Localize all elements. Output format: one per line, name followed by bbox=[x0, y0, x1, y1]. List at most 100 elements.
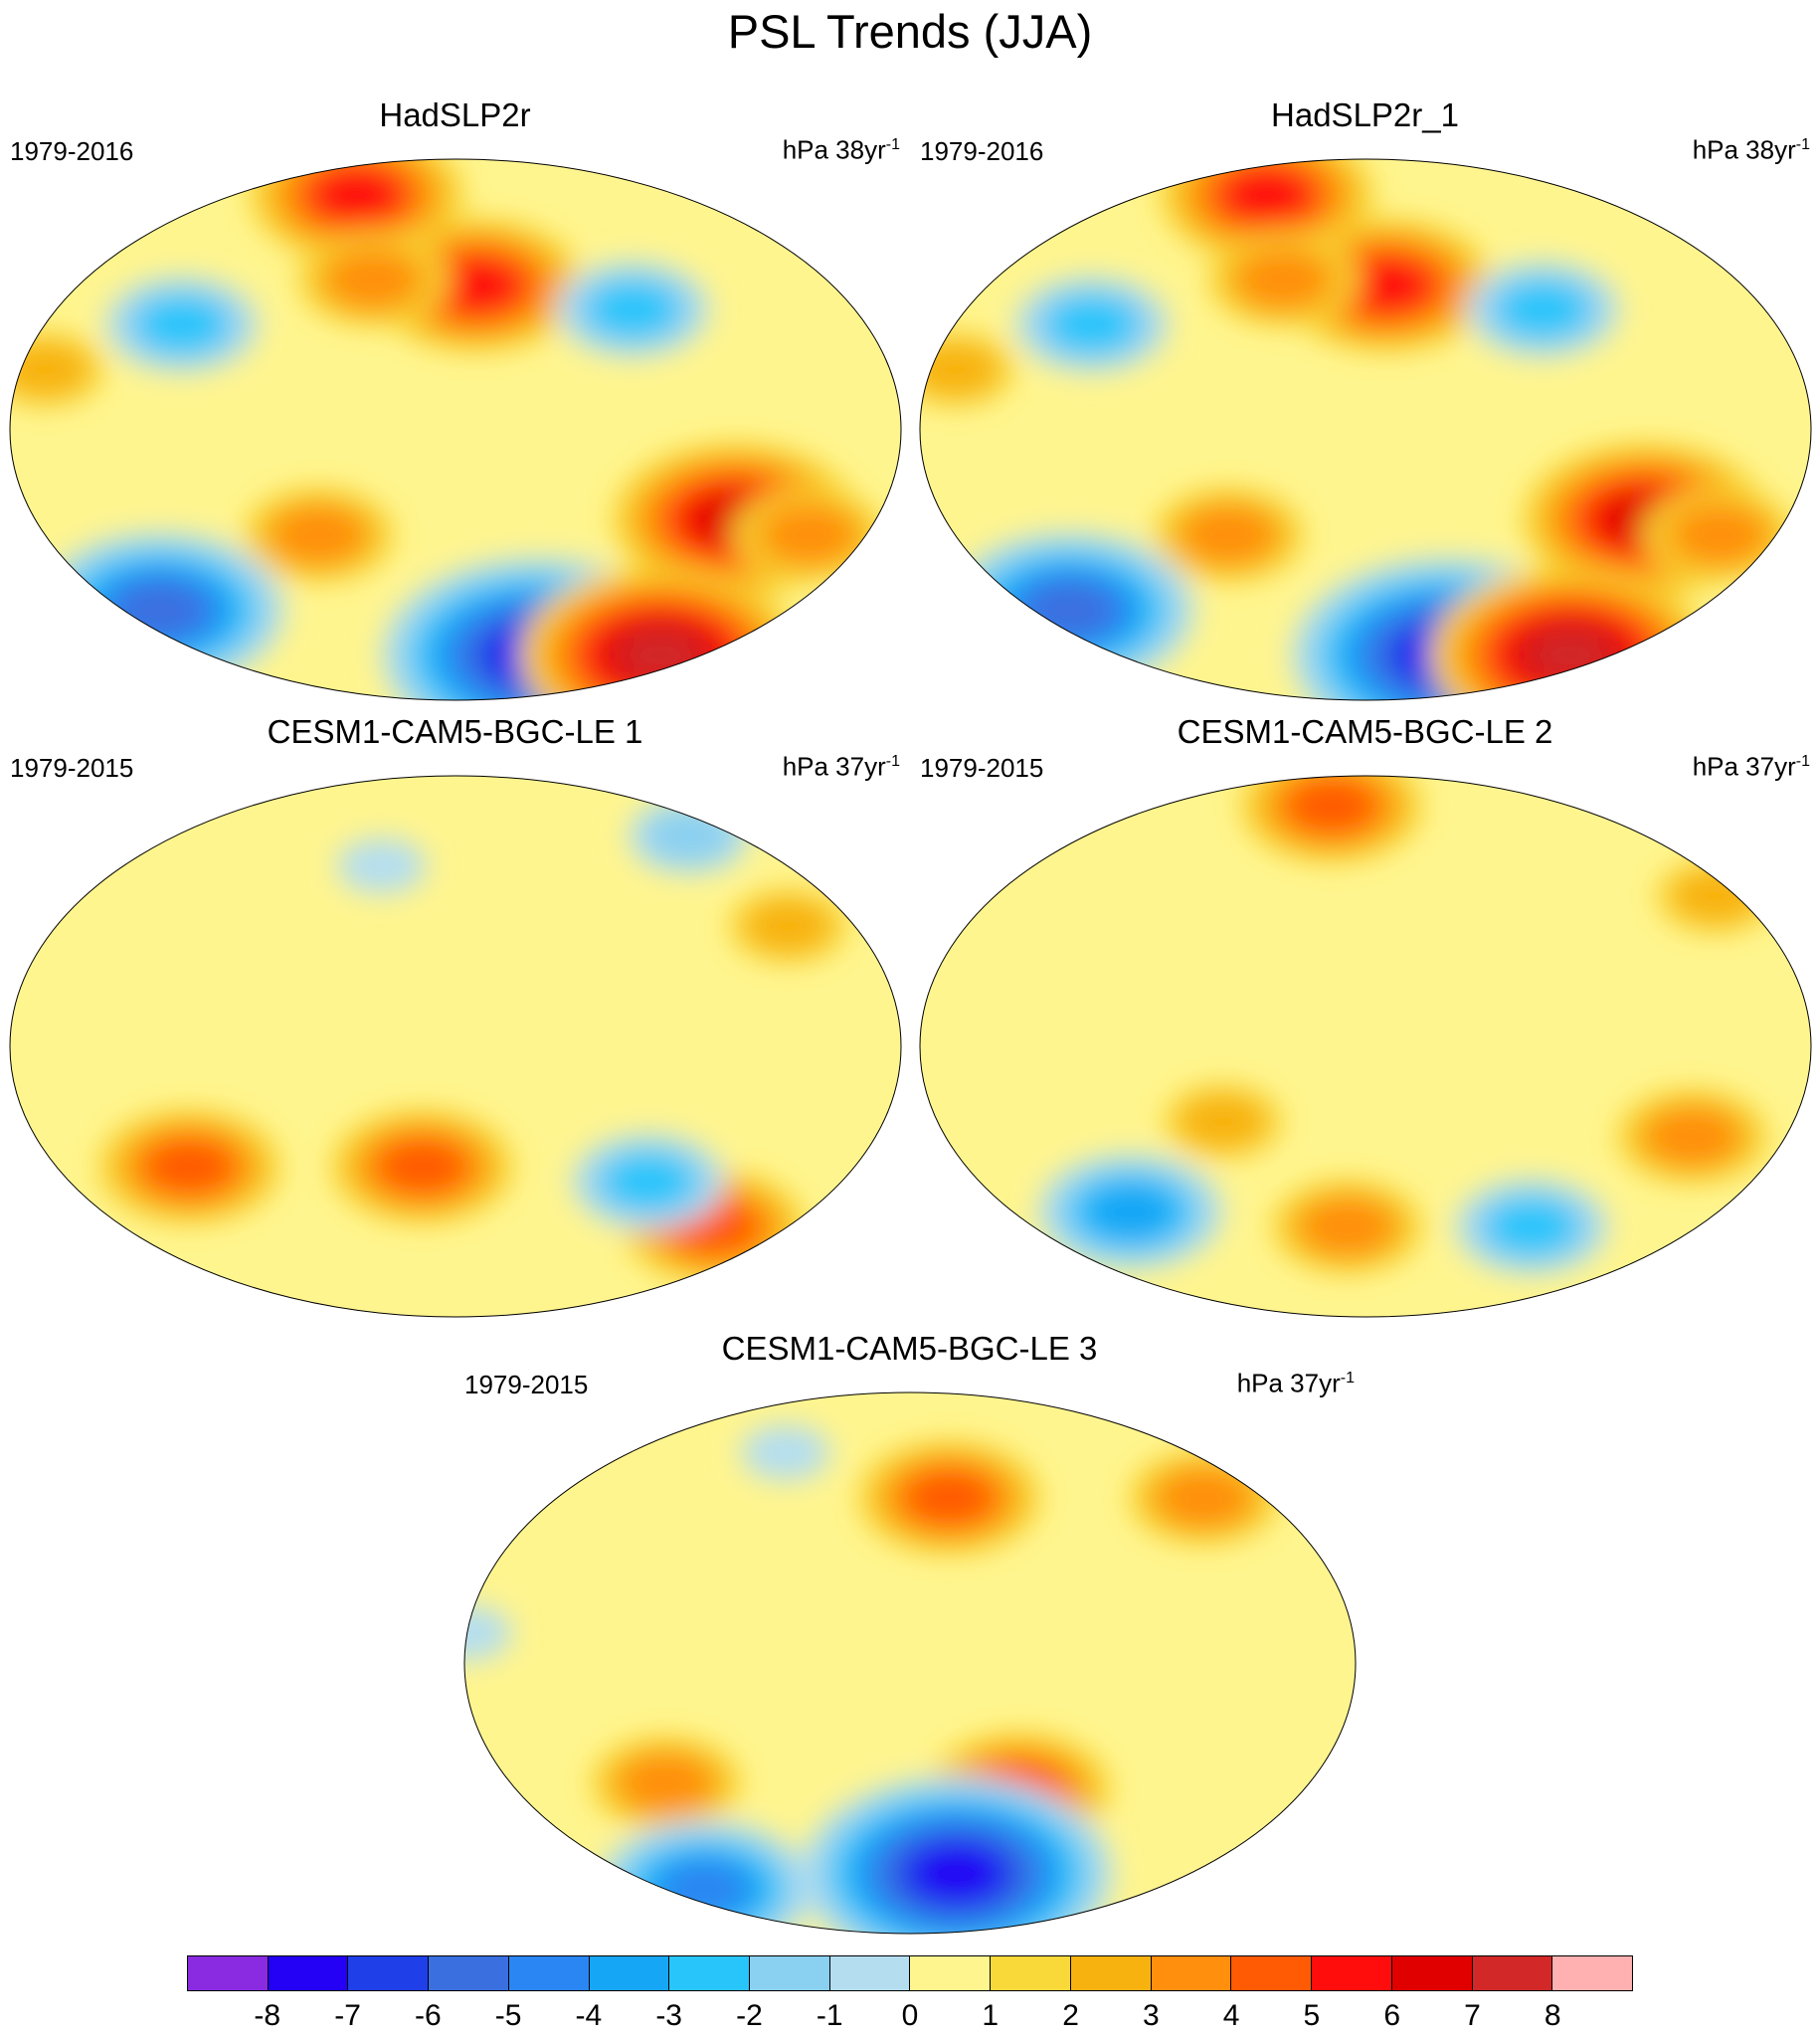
trend-blob bbox=[741, 1424, 830, 1481]
colorbar-box bbox=[1552, 1955, 1633, 1991]
trend-blob bbox=[764, 506, 854, 563]
colorbar-tick-label: 4 bbox=[1222, 1999, 1240, 2032]
map-outline bbox=[463, 1391, 1357, 1935]
trend-blob bbox=[336, 837, 427, 894]
trend-blob bbox=[1183, 506, 1274, 563]
period-label: 1979-2015 bbox=[10, 753, 134, 783]
trend-blob bbox=[1221, 167, 1312, 224]
panel-title: HadSLP2r bbox=[379, 96, 531, 133]
panel-title: CESM1-CAM5-BGC-LE 3 bbox=[721, 1330, 1098, 1367]
trend-blob bbox=[10, 341, 91, 398]
period-label: 1979-2016 bbox=[10, 136, 134, 166]
trend-blob bbox=[1647, 1108, 1737, 1165]
colorbar-tick-label: 1 bbox=[982, 1999, 1000, 2032]
trend-blob bbox=[920, 341, 1001, 398]
colorbar-tick-label: -2 bbox=[736, 1999, 763, 2032]
colorbar-tick-label: -1 bbox=[816, 1999, 843, 2032]
trend-blob bbox=[604, 1154, 693, 1209]
colorbar-tick-label: -5 bbox=[494, 1999, 522, 2032]
colorbar-tick-label: 7 bbox=[1464, 1999, 1481, 2032]
map-outline bbox=[9, 158, 902, 701]
trend-blob bbox=[1286, 778, 1376, 834]
colorbar-box bbox=[429, 1955, 509, 1991]
units-label: hPa 37yr-1 bbox=[1236, 1368, 1355, 1398]
panel-title: HadSLP2r_1 bbox=[1271, 96, 1459, 133]
map-robinson bbox=[9, 158, 902, 701]
colorbar-box bbox=[1151, 1955, 1232, 1991]
colorbar-tick-label: 8 bbox=[1544, 1999, 1561, 2032]
colorbar-box bbox=[187, 1955, 269, 1991]
trend-blob bbox=[1047, 296, 1137, 353]
colorbar-box bbox=[1231, 1955, 1313, 1991]
trend-blob bbox=[432, 257, 521, 313]
trend-blob bbox=[115, 582, 205, 639]
map-outline bbox=[9, 775, 902, 1318]
trend-blob bbox=[1159, 1469, 1249, 1526]
colorbar-box bbox=[268, 1955, 349, 1991]
panel-cesm-le-3: CESM1-CAM5-BGC-LE 3 1979-2015 hPa 37yr-1 bbox=[455, 1329, 1365, 1935]
colorbar-box bbox=[1070, 1955, 1152, 1991]
map-outline bbox=[919, 158, 1812, 701]
colorbar-box bbox=[991, 1955, 1071, 1991]
colorbar-tick-label: -7 bbox=[334, 1999, 361, 2032]
trend-blob bbox=[904, 1469, 995, 1526]
colorbar: -8 -7 -6 -5 -4 -3 -2 -1 0 1 2 3 4 5 6 7 8 bbox=[187, 1955, 1633, 2032]
colorbar-tick-label: 2 bbox=[1062, 1999, 1079, 2032]
colorbar-tick-label: 3 bbox=[1142, 1999, 1160, 2032]
colorbar-box bbox=[669, 1955, 751, 1991]
trend-blob bbox=[137, 296, 227, 353]
trend-blob bbox=[1025, 582, 1115, 639]
map-robinson bbox=[463, 1391, 1357, 1935]
trend-blob bbox=[273, 506, 364, 563]
trend-blob bbox=[643, 808, 734, 864]
colorbar-box bbox=[508, 1955, 590, 1991]
trend-blob bbox=[1238, 251, 1329, 307]
trend-blob bbox=[1487, 1199, 1576, 1255]
colorbar-box bbox=[348, 1955, 430, 1991]
trend-blob bbox=[144, 1138, 235, 1195]
trend-blob bbox=[377, 1138, 467, 1195]
trend-blob bbox=[311, 167, 402, 224]
colorbar-tick-label: -4 bbox=[575, 1999, 603, 2032]
period-label: 1979-2015 bbox=[920, 753, 1044, 783]
panel-cesm-le-2: CESM1-CAM5-BGC-LE 2 1979-2015 hPa 37yr-1 bbox=[910, 712, 1820, 1318]
trend-blob bbox=[621, 1755, 711, 1811]
colorbar-tick-label: -8 bbox=[254, 1999, 281, 2032]
trend-blob bbox=[1085, 1184, 1176, 1240]
panel-title: CESM1-CAM5-BGC-LE 2 bbox=[1177, 713, 1553, 750]
panel-hadslp2r-1: HadSLP2r_1 1979-2016 hPa 38yr-1 bbox=[910, 95, 1820, 701]
map-background bbox=[10, 776, 901, 1317]
colorbar-tick-label: -6 bbox=[414, 1999, 442, 2032]
trend-blob bbox=[1526, 627, 1616, 683]
trend-blob bbox=[912, 1845, 1001, 1902]
trend-blob bbox=[588, 281, 678, 338]
panel-title: CESM1-CAM5-BGC-LE 1 bbox=[267, 713, 643, 750]
colorbar-box bbox=[1472, 1955, 1553, 1991]
panel-hadslp2r: HadSLP2r 1979-2016 hPa 38yr-1 bbox=[0, 95, 910, 701]
units-label: hPa 37yr-1 bbox=[1692, 751, 1810, 782]
map-robinson bbox=[919, 158, 1812, 701]
units-label: hPa 38yr-1 bbox=[1692, 134, 1810, 165]
map-robinson bbox=[919, 775, 1812, 1318]
trend-blob bbox=[1178, 1093, 1268, 1150]
colorbar-box bbox=[910, 1955, 992, 1991]
trend-blob bbox=[1671, 867, 1760, 924]
trend-blob bbox=[616, 627, 706, 683]
period-label: 1979-2016 bbox=[920, 136, 1044, 166]
map-outline bbox=[919, 775, 1812, 1318]
units-label: hPa 37yr-1 bbox=[782, 751, 900, 782]
trend-blob bbox=[1498, 281, 1588, 338]
colorbar-box bbox=[750, 1955, 830, 1991]
colorbar-box bbox=[1312, 1955, 1392, 1991]
trend-blob bbox=[659, 1860, 750, 1917]
colorbar-tick-label: 0 bbox=[901, 1999, 919, 2032]
trend-blob bbox=[1342, 257, 1431, 313]
units-label: hPa 38yr-1 bbox=[782, 134, 900, 165]
trend-blob bbox=[328, 251, 419, 307]
trend-blob bbox=[1674, 506, 1764, 563]
colorbar-box bbox=[1391, 1955, 1473, 1991]
map-robinson bbox=[9, 775, 902, 1318]
panel-cesm-le-1: CESM1-CAM5-BGC-LE 1 1979-2015 hPa 37yr-1 bbox=[0, 712, 910, 1318]
colorbar-tick-label: 5 bbox=[1303, 1999, 1321, 2032]
colorbar-box bbox=[829, 1955, 911, 1991]
